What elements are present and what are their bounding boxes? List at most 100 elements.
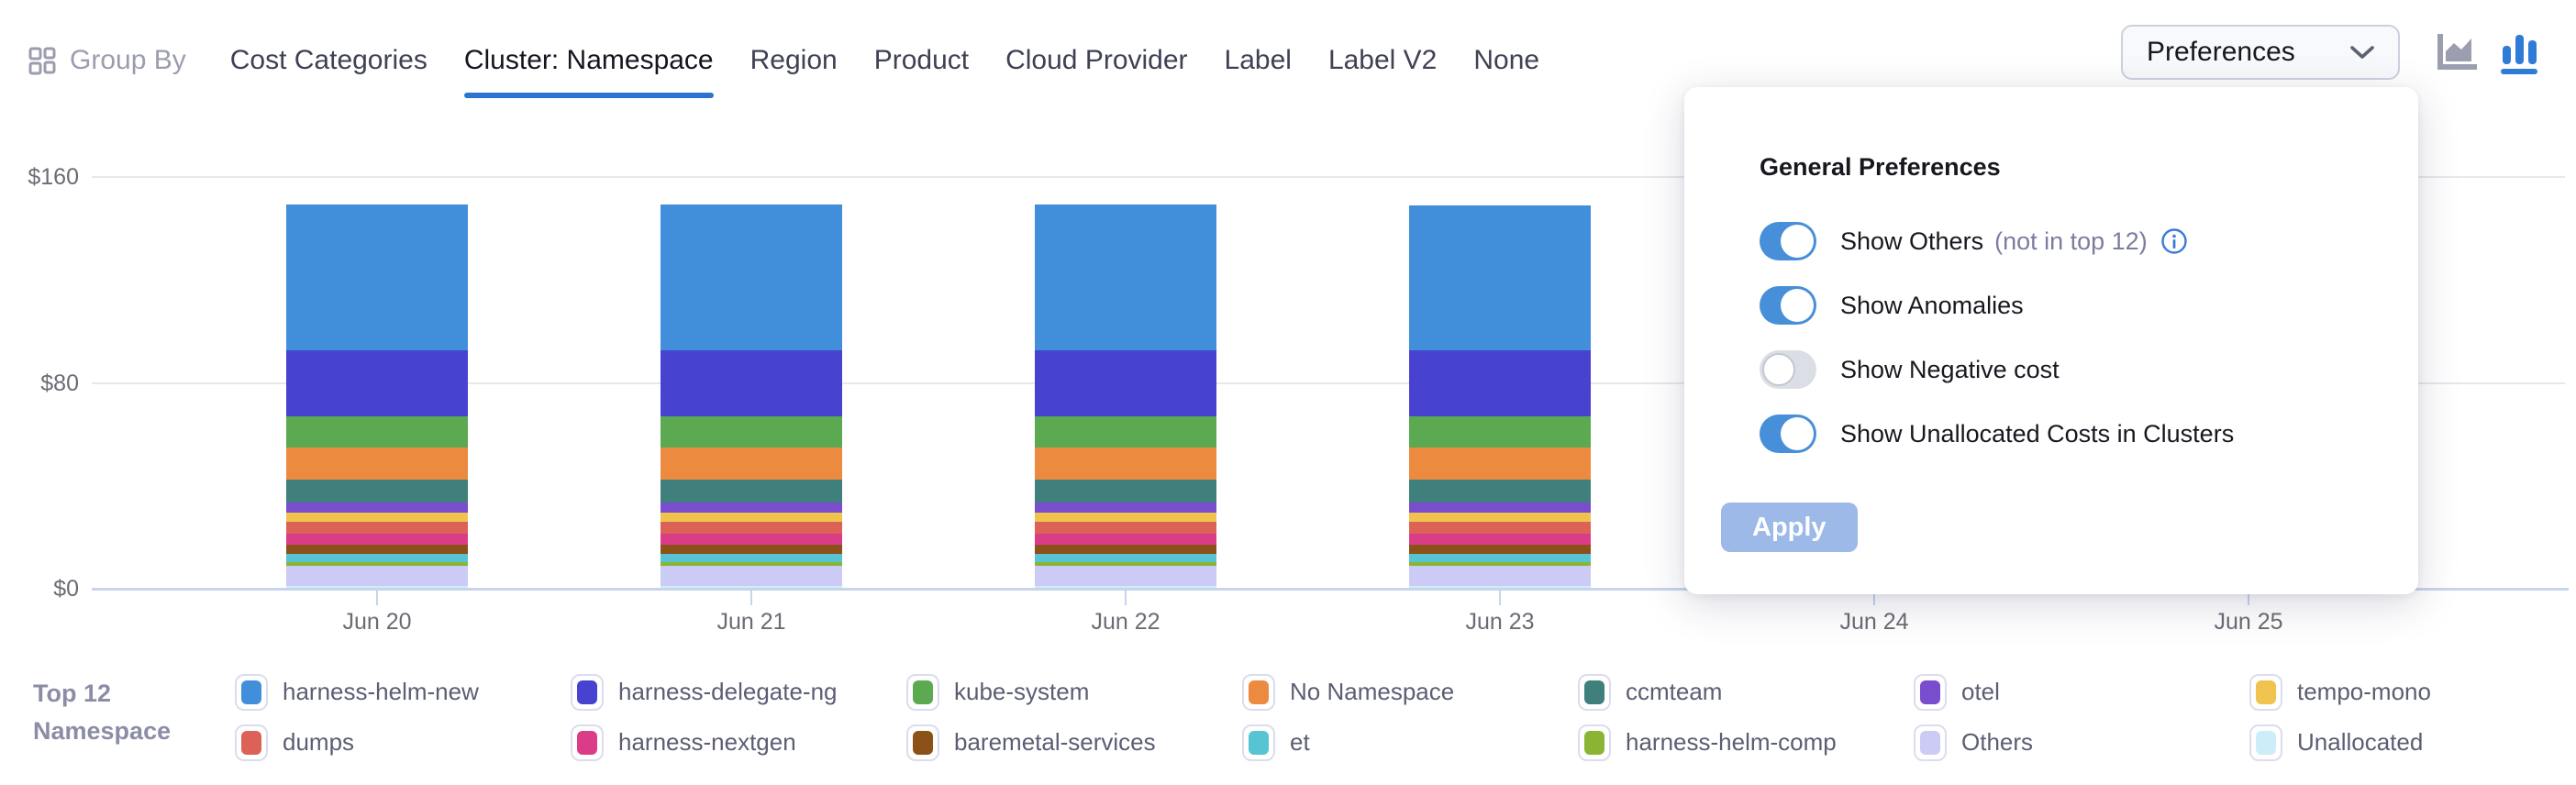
bar-segment-harness-helm-comp[interactable] bbox=[1409, 561, 1591, 567]
bar-segment-unallocated[interactable] bbox=[286, 586, 468, 589]
bar-segment-ccmteam[interactable] bbox=[286, 479, 468, 503]
area-chart-icon[interactable] bbox=[2435, 32, 2479, 72]
legend-item-otel[interactable]: otel bbox=[1914, 673, 2249, 711]
toggle-label-show-anomalies: Show Anomalies bbox=[1840, 291, 2024, 319]
bar-segment-harness-helm-comp[interactable] bbox=[286, 561, 468, 567]
bar-segment-baremetal-services[interactable] bbox=[661, 544, 842, 555]
bar-segment-tempo-mono[interactable] bbox=[286, 513, 468, 523]
legend-item-harness-nextgen[interactable]: harness-nextgen bbox=[571, 724, 906, 761]
legend-label-baremetal-services: baremetal-services bbox=[954, 728, 1156, 756]
tab-label-v2[interactable]: Label V2 bbox=[1327, 45, 1438, 75]
legend-item-dumps[interactable]: dumps bbox=[235, 724, 571, 761]
legend-item-harness-helm-comp[interactable]: harness-helm-comp bbox=[1578, 724, 1914, 761]
info-icon[interactable] bbox=[2160, 227, 2188, 255]
bar-segment-harness-nextgen[interactable] bbox=[286, 533, 468, 545]
legend-item-ccmteam[interactable]: ccmteam bbox=[1578, 673, 1914, 711]
bar-segment-unallocated[interactable] bbox=[1409, 586, 1591, 589]
bar-segment-others[interactable] bbox=[1409, 566, 1591, 587]
bar-segment-et[interactable] bbox=[661, 554, 842, 562]
legend-item-tempo-mono[interactable]: tempo-mono bbox=[2249, 673, 2576, 711]
bar-segment-otel[interactable] bbox=[661, 503, 842, 514]
bar-segment-kube-system[interactable] bbox=[286, 416, 468, 448]
bar-segment-dumps[interactable] bbox=[1035, 522, 1216, 534]
legend-swatch-harness-helm-comp bbox=[1578, 724, 1611, 761]
legend-item-others[interactable]: Others bbox=[1914, 724, 2249, 761]
bar-segment-harness-helm-new[interactable] bbox=[661, 205, 842, 350]
bar-segment-otel[interactable] bbox=[1409, 503, 1591, 514]
bar-segment-baremetal-services[interactable] bbox=[1035, 544, 1216, 555]
tab-none[interactable]: None bbox=[1473, 45, 1540, 75]
preferences-dropdown-button[interactable]: Preferences bbox=[2121, 25, 2400, 80]
tab-label[interactable]: Label bbox=[1224, 45, 1292, 75]
toggle-show-others[interactable] bbox=[1760, 222, 1816, 260]
legend-item-harness-delegate-ng[interactable]: harness-delegate-ng bbox=[571, 673, 906, 711]
bar-segment-harness-helm-comp[interactable] bbox=[1035, 561, 1216, 567]
bar-segment-harness-delegate-ng[interactable] bbox=[1409, 349, 1591, 417]
bar-segment-otel[interactable] bbox=[1035, 503, 1216, 514]
bar-chart-icon[interactable] bbox=[2501, 30, 2539, 74]
tab-region[interactable]: Region bbox=[749, 45, 838, 75]
bar-segment-harness-nextgen[interactable] bbox=[1409, 533, 1591, 545]
toggle-show-negative-cost[interactable] bbox=[1760, 350, 1816, 389]
bar-segment-kube-system[interactable] bbox=[1409, 416, 1591, 448]
bar-segment-others[interactable] bbox=[661, 566, 842, 587]
bar-segment-baremetal-services[interactable] bbox=[286, 544, 468, 555]
bar-segment-no-namespace[interactable] bbox=[286, 448, 468, 480]
legend-item-baremetal-services[interactable]: baremetal-services bbox=[906, 724, 1242, 761]
bar-segment-dumps[interactable] bbox=[1409, 522, 1591, 534]
bar-segment-tempo-mono[interactable] bbox=[1035, 513, 1216, 523]
toggle-show-unallocated-costs-in-clusters[interactable] bbox=[1760, 415, 1816, 453]
bar-segment-no-namespace[interactable] bbox=[1409, 448, 1591, 480]
bar-segment-harness-helm-new[interactable] bbox=[1409, 205, 1591, 350]
chart-legend: harness-helm-new harness-delegate-ng kube-… bbox=[235, 667, 2576, 768]
bar-segment-harness-helm-comp[interactable] bbox=[661, 561, 842, 567]
bar-segment-others[interactable] bbox=[286, 566, 468, 587]
tab-product[interactable]: Product bbox=[873, 45, 970, 75]
x-axis-label-jun-24: Jun 24 bbox=[1839, 609, 1909, 635]
bar-segment-harness-delegate-ng[interactable] bbox=[1035, 349, 1216, 417]
legend-item-unallocated[interactable]: Unallocated bbox=[2249, 724, 2576, 761]
bar-segment-ccmteam[interactable] bbox=[661, 479, 842, 503]
toggle-label-show-others: Show Others bbox=[1840, 227, 1984, 255]
bar-segment-others[interactable] bbox=[1035, 566, 1216, 587]
stacked-bar-jun-21 bbox=[661, 205, 842, 589]
bar-segment-et[interactable] bbox=[286, 554, 468, 562]
bar-segment-harness-delegate-ng[interactable] bbox=[286, 349, 468, 417]
legend-item-no-namespace[interactable]: No Namespace bbox=[1242, 673, 1578, 711]
legend-swatch-unallocated bbox=[2249, 724, 2282, 761]
legend-label-unallocated: Unallocated bbox=[2297, 728, 2424, 756]
bar-segment-kube-system[interactable] bbox=[1035, 416, 1216, 448]
bar-segment-no-namespace[interactable] bbox=[1035, 448, 1216, 480]
bar-segment-kube-system[interactable] bbox=[661, 416, 842, 448]
toggle-show-anomalies[interactable] bbox=[1760, 286, 1816, 325]
legend-swatch-et bbox=[1242, 724, 1275, 761]
bar-segment-harness-delegate-ng[interactable] bbox=[661, 349, 842, 417]
bar-segment-harness-nextgen[interactable] bbox=[661, 533, 842, 545]
bar-segment-harness-helm-new[interactable] bbox=[1035, 205, 1216, 350]
bar-segment-dumps[interactable] bbox=[286, 522, 468, 534]
bar-segment-unallocated[interactable] bbox=[661, 586, 842, 589]
bar-segment-ccmteam[interactable] bbox=[1409, 479, 1591, 503]
legend-swatch-harness-nextgen bbox=[571, 724, 604, 761]
bar-segment-et[interactable] bbox=[1035, 554, 1216, 562]
legend-item-kube-system[interactable]: kube-system bbox=[906, 673, 1242, 711]
bar-segment-dumps[interactable] bbox=[661, 522, 842, 534]
chevron-down-icon bbox=[2350, 46, 2374, 59]
x-axis-label-jun-22: Jun 22 bbox=[1091, 609, 1160, 635]
apply-button[interactable]: Apply bbox=[1721, 503, 1858, 552]
bar-segment-baremetal-services[interactable] bbox=[1409, 544, 1591, 555]
bar-segment-tempo-mono[interactable] bbox=[1409, 513, 1591, 523]
bar-segment-harness-helm-new[interactable] bbox=[286, 205, 468, 350]
bar-segment-no-namespace[interactable] bbox=[661, 448, 842, 480]
bar-segment-ccmteam[interactable] bbox=[1035, 479, 1216, 503]
bar-segment-harness-nextgen[interactable] bbox=[1035, 533, 1216, 545]
tab-cost-categories[interactable]: Cost Categories bbox=[229, 45, 427, 75]
legend-item-et[interactable]: et bbox=[1242, 724, 1578, 761]
tab-cloud-provider[interactable]: Cloud Provider bbox=[1005, 45, 1188, 75]
bar-segment-otel[interactable] bbox=[286, 503, 468, 514]
bar-segment-tempo-mono[interactable] bbox=[661, 513, 842, 523]
tab-cluster-namespace[interactable]: Cluster: Namespace bbox=[463, 45, 714, 98]
legend-item-harness-helm-new[interactable]: harness-helm-new bbox=[235, 673, 571, 711]
bar-segment-et[interactable] bbox=[1409, 554, 1591, 562]
bar-segment-unallocated[interactable] bbox=[1035, 586, 1216, 589]
